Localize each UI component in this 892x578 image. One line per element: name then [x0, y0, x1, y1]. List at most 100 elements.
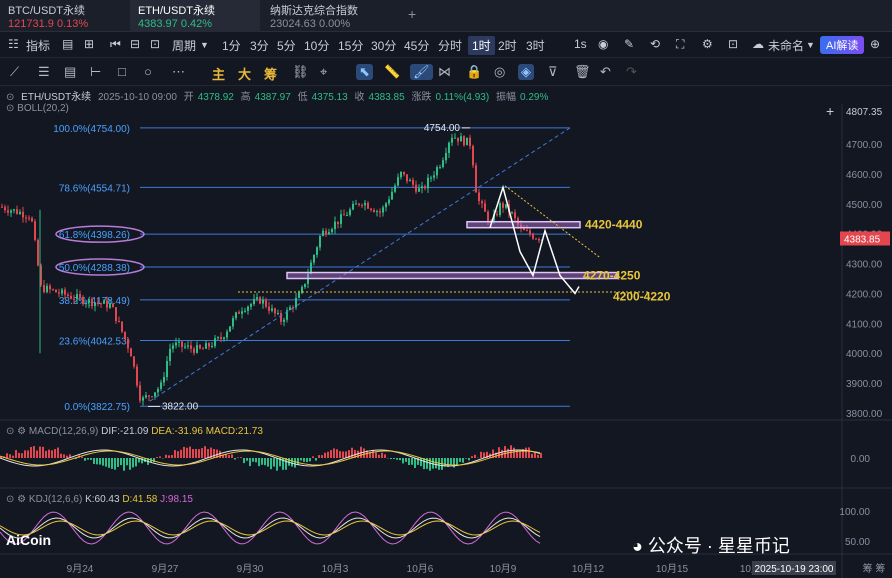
crosshair-icon[interactable]: ⌖	[320, 64, 328, 79]
macd-histogram-bar	[315, 458, 317, 461]
interval-5m[interactable]: 5分	[277, 39, 296, 53]
more-icon[interactable]: ⊕	[870, 37, 881, 51]
main-force-button[interactable]: 主	[212, 67, 226, 82]
parallel-channel-icon[interactable]: ▤	[64, 64, 77, 79]
kdj-label[interactable]: KDJ(12,6,6)	[28, 494, 83, 505]
candle-body	[121, 321, 123, 332]
interval-1s[interactable]: 1s	[574, 37, 587, 51]
boll-eye-icon[interactable]: ⊙	[6, 103, 15, 114]
tab-nasdaq[interactable]: 纳斯达克综合指数 23024.63 0.00%	[262, 0, 402, 32]
trend-line-icon[interactable]: ⟋	[10, 64, 20, 79]
boll-label[interactable]: BOLL(20,2)	[17, 103, 69, 114]
interval-30m[interactable]: 30分	[371, 39, 397, 53]
grid-icon[interactable]: ⊞	[84, 37, 95, 51]
replay-icon[interactable]: ⟲	[650, 37, 661, 51]
high-annotation: 4754.00	[424, 123, 461, 134]
link-icon[interactable]: ⛓	[292, 64, 309, 79]
interval-45m[interactable]: 45分	[404, 39, 430, 53]
rewind-icon[interactable]: ⏮	[110, 37, 121, 51]
horizontal-lines-icon[interactable]: ☰	[38, 64, 50, 79]
macd-histogram-bar	[264, 458, 266, 466]
chevron-down-icon[interactable]: ▼	[806, 40, 815, 50]
candle-body	[400, 171, 402, 178]
kdj-gear-icon[interactable]: ⚙	[17, 494, 27, 505]
cloud-icon[interactable]: ☁	[752, 37, 764, 51]
macd-histogram-bar	[231, 454, 233, 458]
interval-timeline[interactable]: 分时	[438, 39, 463, 53]
period-dropdown[interactable]: 周期	[172, 39, 197, 53]
candle-body	[55, 289, 57, 293]
macd-histogram-bar	[0, 456, 2, 458]
more-tools-icon[interactable]: ⋯	[172, 64, 185, 79]
chevron-down-icon[interactable]: ▼	[200, 40, 209, 50]
tab-btc[interactable]: BTC/USDT永续 121731.9 0.13%	[0, 0, 130, 32]
kdj-k: K:60.43	[85, 494, 120, 505]
macd-gear-icon[interactable]: ⚙	[17, 426, 27, 437]
circle-icon[interactable]: ○	[144, 64, 152, 79]
candle-body	[439, 167, 441, 169]
indicator-icon[interactable]: ☷	[8, 37, 19, 51]
gear-icon[interactable]: ⚙	[702, 37, 713, 51]
horizontal-ray-icon[interactable]: ⊢	[90, 64, 102, 79]
candle-body	[139, 385, 141, 401]
ruler-icon[interactable]: 📏	[384, 64, 401, 79]
interval-10m[interactable]: 10分	[304, 39, 330, 53]
candle-body	[136, 366, 138, 386]
lock-icon[interactable]: ⊡	[728, 37, 739, 51]
big-order-button[interactable]: 大	[238, 67, 252, 82]
candle-body	[289, 307, 291, 311]
add-tab-icon[interactable]: +	[408, 6, 417, 22]
magnet-icon[interactable]: ⋈	[438, 64, 451, 79]
macd-label[interactable]: MACD(12,26,9)	[28, 426, 99, 437]
interval-15m[interactable]: 15分	[338, 39, 364, 53]
layout-name-dropdown[interactable]: 未命名	[768, 39, 805, 53]
pen-icon[interactable]: ✎	[624, 37, 635, 51]
ai-interpret-button[interactable]: AI解读	[820, 36, 865, 54]
macd-histogram-bar	[492, 449, 494, 458]
interval-1m[interactable]: 1分	[222, 39, 241, 53]
current-price-label: 4383.85	[844, 234, 881, 245]
eye-icon[interactable]: ◎	[494, 64, 506, 79]
tab-eth[interactable]: ETH/USDT永续 4383.97 0.42%	[130, 0, 260, 32]
macd-histogram-bar	[222, 454, 224, 458]
compare-icon[interactable]: ⊟	[130, 37, 141, 51]
candle-body	[532, 234, 534, 239]
price-axis-label: 4200.00	[846, 289, 883, 300]
candle-body	[118, 321, 120, 323]
layout-icon[interactable]: ▤	[62, 37, 74, 51]
macd-histogram-bar	[414, 458, 416, 468]
brush-icon[interactable]: 🖌	[410, 64, 433, 80]
rectangle-icon[interactable]: □	[118, 64, 126, 79]
interval-3h[interactable]: 3时	[526, 39, 545, 53]
redo-icon[interactable]: ↷	[626, 64, 637, 79]
trash-icon[interactable]: 🗑	[574, 64, 591, 79]
candle-body	[505, 204, 507, 208]
macd-histogram-bar	[177, 451, 179, 458]
macd-histogram-bar	[528, 447, 530, 458]
macd-eye-icon[interactable]: ⊙	[6, 426, 15, 437]
chips-button[interactable]: 筹	[264, 67, 278, 82]
interval-1h[interactable]: 1时	[468, 36, 495, 55]
candle-body	[274, 308, 276, 314]
candle-body	[358, 203, 360, 205]
candle-body	[256, 297, 258, 300]
indicator-button[interactable]: 指标	[26, 39, 51, 53]
undo-icon[interactable]: ↶	[600, 64, 611, 79]
interval-2h[interactable]: 2时	[498, 39, 517, 53]
macd-histogram-bar	[399, 458, 401, 461]
cursor-icon[interactable]: ⬉	[356, 64, 373, 80]
interval-3m[interactable]: 3分	[250, 39, 269, 53]
lock-drawing-icon[interactable]: 🔒	[466, 64, 483, 79]
candle-body	[124, 331, 126, 339]
candle-body	[382, 207, 384, 213]
info-collapse-icon[interactable]: ⊙	[6, 92, 15, 103]
kdj-eye-icon[interactable]: ⊙	[6, 494, 15, 505]
camera-icon[interactable]: ◉	[598, 37, 609, 51]
current-price-tag	[840, 231, 890, 246]
chart-type-icon[interactable]: ⊡	[150, 37, 161, 51]
filter-icon[interactable]: ⊽	[548, 64, 558, 79]
fullscreen-icon[interactable]: ⛶	[676, 37, 685, 51]
time-axis-label: 10月12	[572, 563, 605, 575]
sync-icon[interactable]: ◈	[518, 64, 534, 80]
